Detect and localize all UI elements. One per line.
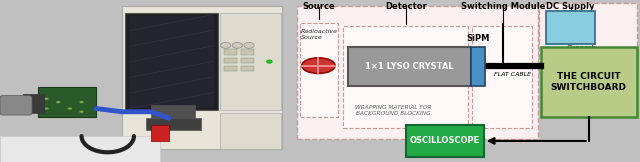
FancyBboxPatch shape xyxy=(547,11,595,44)
Circle shape xyxy=(302,58,335,73)
Circle shape xyxy=(44,107,49,110)
Circle shape xyxy=(56,101,61,103)
Text: Switching Module: Switching Module xyxy=(461,2,545,11)
Circle shape xyxy=(79,101,84,103)
FancyBboxPatch shape xyxy=(0,96,32,115)
FancyBboxPatch shape xyxy=(296,6,538,139)
FancyBboxPatch shape xyxy=(541,47,637,117)
FancyBboxPatch shape xyxy=(125,13,218,110)
Circle shape xyxy=(266,60,272,63)
FancyBboxPatch shape xyxy=(241,58,254,63)
FancyBboxPatch shape xyxy=(241,49,254,55)
Circle shape xyxy=(79,110,84,113)
Text: WRAPPING MATERIAL FOR
BACKGROUND BLOCKING: WRAPPING MATERIAL FOR BACKGROUND BLOCKIN… xyxy=(355,105,432,116)
FancyBboxPatch shape xyxy=(223,49,237,55)
FancyBboxPatch shape xyxy=(348,47,471,86)
FancyBboxPatch shape xyxy=(555,21,586,34)
FancyBboxPatch shape xyxy=(344,26,468,128)
Text: FLAT CABLE: FLAT CABLE xyxy=(495,72,532,77)
Circle shape xyxy=(44,98,49,100)
FancyBboxPatch shape xyxy=(241,66,254,71)
Text: OSCILLOSCOPE: OSCILLOSCOPE xyxy=(410,136,480,145)
Circle shape xyxy=(244,42,254,48)
Text: Detector: Detector xyxy=(385,2,427,11)
Text: Radioactive
Source: Radioactive Source xyxy=(301,29,338,40)
FancyBboxPatch shape xyxy=(220,13,281,110)
FancyBboxPatch shape xyxy=(223,58,237,63)
FancyBboxPatch shape xyxy=(220,113,281,149)
FancyBboxPatch shape xyxy=(38,87,96,117)
FancyBboxPatch shape xyxy=(300,23,338,117)
FancyBboxPatch shape xyxy=(223,66,237,71)
Text: 1×1 LYSO CRYSTAL: 1×1 LYSO CRYSTAL xyxy=(365,62,454,71)
FancyBboxPatch shape xyxy=(406,125,484,157)
Circle shape xyxy=(232,42,243,48)
FancyBboxPatch shape xyxy=(23,94,44,113)
Text: DC Supply: DC Supply xyxy=(547,2,595,11)
FancyBboxPatch shape xyxy=(540,3,637,73)
Text: SiPM: SiPM xyxy=(467,34,490,43)
FancyBboxPatch shape xyxy=(471,47,485,86)
FancyBboxPatch shape xyxy=(0,136,160,162)
Text: THE CIRCUIT
SWITCHBOARD: THE CIRCUIT SWITCHBOARD xyxy=(550,72,627,92)
Text: Support: Support xyxy=(567,45,595,52)
FancyBboxPatch shape xyxy=(152,125,169,141)
FancyBboxPatch shape xyxy=(122,6,282,149)
Circle shape xyxy=(220,42,231,48)
FancyBboxPatch shape xyxy=(129,16,214,108)
FancyBboxPatch shape xyxy=(152,105,195,122)
Circle shape xyxy=(68,107,72,110)
FancyBboxPatch shape xyxy=(472,26,532,128)
Text: Source: Source xyxy=(303,2,335,11)
FancyBboxPatch shape xyxy=(146,118,201,130)
